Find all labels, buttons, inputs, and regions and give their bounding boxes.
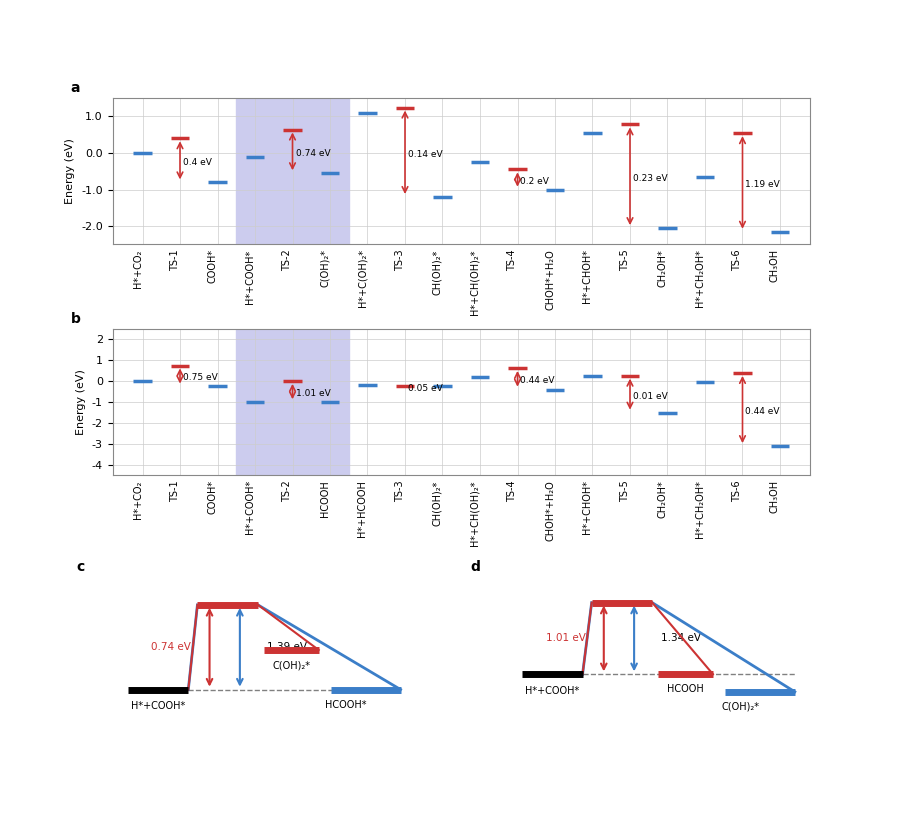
Text: 0.23 eV: 0.23 eV [633,173,668,182]
Text: 1.19 eV: 1.19 eV [745,180,780,189]
Text: 0.2 eV: 0.2 eV [520,177,549,186]
Text: 1.01 eV: 1.01 eV [295,389,330,398]
Text: 0.44 eV: 0.44 eV [745,407,780,416]
Text: a: a [70,81,80,95]
Text: H*+COOH*: H*+COOH* [130,701,185,712]
Y-axis label: Energy (eV): Energy (eV) [66,138,76,204]
Text: 0.74 eV: 0.74 eV [151,642,192,652]
Text: 0.74 eV: 0.74 eV [295,149,330,158]
Text: b: b [70,312,80,326]
Text: c: c [76,560,85,573]
Text: 0.05 eV: 0.05 eV [408,384,443,393]
Text: 0.01 eV: 0.01 eV [633,392,668,401]
Text: H*+COOH*: H*+COOH* [525,686,580,696]
Text: C(OH)₂*: C(OH)₂* [721,702,760,712]
Text: C(OH)₂*: C(OH)₂* [273,660,310,670]
Bar [236,329,349,475]
Text: 0.14 eV: 0.14 eV [408,150,443,159]
Text: d: d [471,560,481,573]
Text: 1.34 eV: 1.34 eV [662,633,701,644]
Text: 0.75 eV: 0.75 eV [183,373,218,382]
Y-axis label: Energy (eV): Energy (eV) [76,369,86,435]
Text: HCOOH*: HCOOH* [325,699,367,710]
Text: 0.4 eV: 0.4 eV [183,158,212,167]
Text: 1.39 eV: 1.39 eV [267,642,307,652]
Text: 1.01 eV: 1.01 eV [545,633,586,644]
Bar [236,98,349,245]
Text: HCOOH: HCOOH [667,685,704,694]
Text: 0.44 eV: 0.44 eV [520,376,555,385]
